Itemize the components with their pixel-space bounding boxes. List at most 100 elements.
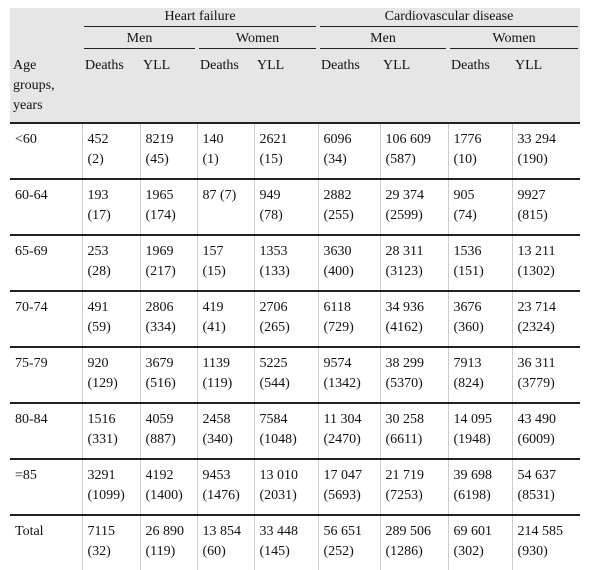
row-label: 65-69 xyxy=(10,234,82,291)
cell-line: (74) xyxy=(453,208,477,223)
measure-header: YLL xyxy=(512,52,580,123)
table-cell: 9927 (815) xyxy=(511,178,580,235)
cell-line: 30 258 xyxy=(385,412,425,427)
cell-line: 23 714 xyxy=(517,300,557,315)
cell-line: (78) xyxy=(259,208,283,223)
measure-row: Age groups, years Deaths YLL Deaths YLL Deat… xyxy=(10,52,580,123)
label-text: 70-74 xyxy=(15,300,48,315)
cell-line: (815) xyxy=(517,208,548,223)
cell-line: 214 585 xyxy=(517,524,564,539)
cell-line: (340) xyxy=(202,432,233,447)
cell-line: (1342) xyxy=(323,376,361,391)
cell-line: 2458 xyxy=(202,412,231,427)
blank xyxy=(10,28,82,52)
cell-line: (2324) xyxy=(517,320,555,335)
group-row: Heart failure Cardiovascular disease xyxy=(10,8,580,28)
cell-line: (32) xyxy=(87,544,111,559)
cell-line: (15) xyxy=(202,264,226,279)
table-row: =85 3291 (1099) 4192 (1400) 9453 (1476) 13 010 (… xyxy=(10,458,580,515)
measure-header: Deaths xyxy=(82,52,140,123)
cell-line: 2621 xyxy=(259,132,288,147)
table-cell: 30 258 (6611) xyxy=(379,402,448,459)
cell-line: 1353 xyxy=(259,244,288,259)
cell-line: (252) xyxy=(323,544,354,559)
cell-line: (15) xyxy=(259,152,283,167)
cell-line: (302) xyxy=(453,544,484,559)
data-table: Heart failure Cardiovascular disease Men… xyxy=(10,8,580,570)
cell-line: 1965 xyxy=(145,188,174,203)
cell-line: 1969 xyxy=(145,244,174,259)
cell-line: (1099) xyxy=(87,488,125,503)
cell-line: (331) xyxy=(87,432,118,447)
table-cell: 43 490 (6009) xyxy=(511,402,580,459)
cell-line: 34 936 xyxy=(385,300,425,315)
cell-line: (516) xyxy=(145,376,176,391)
row-label: 60-64 xyxy=(10,178,82,235)
cell-line: (6198) xyxy=(453,488,491,503)
cell-line: 69 601 xyxy=(453,524,493,539)
table-cell: 29 374 (2599) xyxy=(379,178,448,235)
cell-line: (887) xyxy=(145,432,176,447)
cell-line: 9927 xyxy=(517,188,546,203)
cell-line: (587) xyxy=(385,152,416,167)
cell-line: 21 719 xyxy=(385,468,425,483)
cell-line: (265) xyxy=(259,320,290,335)
cell-line: 5225 xyxy=(259,356,288,371)
cell-line: 1139 xyxy=(202,356,230,371)
cell-line: 29 374 xyxy=(385,188,425,203)
table-cell: 38 299 (5370) xyxy=(379,346,448,403)
cell-line: (190) xyxy=(517,152,548,167)
cell-line: (729) xyxy=(323,320,354,335)
cell-line: 3679 xyxy=(145,356,174,371)
cell-line: 3630 xyxy=(323,244,352,259)
cell-line: 1516 xyxy=(87,412,116,427)
cell-line: 6118 xyxy=(323,300,351,315)
cell-line: 106 609 xyxy=(385,132,432,147)
table-cell: 920 (129) xyxy=(81,346,140,403)
cell-line: (5693) xyxy=(323,488,361,503)
table-row: 75-79 920 (129) 3679 (516) 1139 (119) 5225 (544)… xyxy=(10,346,580,403)
blank xyxy=(10,8,82,28)
cell-line: (6611) xyxy=(385,432,423,447)
cell-line: 13 211 xyxy=(517,244,556,259)
table-cell: 36 311 (3779) xyxy=(511,346,580,403)
table-cell: 419 (41) xyxy=(196,290,254,347)
table-cell: 1776 (10) xyxy=(447,122,512,179)
table-cell: 1536 (151) xyxy=(447,234,512,291)
table-cell: 5225 (544) xyxy=(253,346,318,403)
table-row: Total 7115 (32) 26 890 (119) 13 854 (60) 33 448… xyxy=(10,514,580,570)
row-label: <60 xyxy=(10,122,82,179)
cell-line: (7253) xyxy=(385,488,423,503)
row-label: =85 xyxy=(10,458,82,515)
table-row: 60-64 193 (17) 1965 (174) 87 (7) 949 (78) 2882 (2… xyxy=(10,178,580,235)
table-cell: 21 719 (7253) xyxy=(379,458,448,515)
cell-line: 33 294 xyxy=(517,132,557,147)
table-cell: 9453 (1476) xyxy=(196,458,254,515)
row-label: 75-79 xyxy=(10,346,82,403)
cell-line: (1286) xyxy=(385,544,423,559)
table-cell: 28 311 (3123) xyxy=(379,234,448,291)
cell-line: 157 xyxy=(202,244,224,259)
table-cell: 193 (17) xyxy=(81,178,140,235)
cell-line: (129) xyxy=(87,376,118,391)
table-cell: 253 (28) xyxy=(81,234,140,291)
cell-line: (1302) xyxy=(517,264,555,279)
cell-line: 7115 xyxy=(87,524,115,539)
table-cell: 4059 (887) xyxy=(139,402,197,459)
table-cell: 1139 (119) xyxy=(196,346,254,403)
table-cell: 6096 (34) xyxy=(317,122,380,179)
table-body: <60 452 (2) 8219 (45) 140 (1) 2621 (15) 6096 (34) 1… xyxy=(10,122,580,570)
cell-line: 3676 xyxy=(453,300,482,315)
cell-line: 2706 xyxy=(259,300,288,315)
table-cell: 69 601 (302) xyxy=(447,514,512,570)
measure-header: Deaths xyxy=(318,52,380,123)
cell-line: (174) xyxy=(145,208,176,223)
table-cell: 491 (59) xyxy=(81,290,140,347)
cell-line: (400) xyxy=(323,264,354,279)
group-header: Heart failure xyxy=(82,8,318,28)
group-header: Cardiovascular disease xyxy=(318,8,580,28)
table-row: 80-84 1516 (331) 4059 (887) 2458 (340) 7584 (104… xyxy=(10,402,580,459)
cell-line: (59) xyxy=(87,320,111,335)
cell-line: 13 010 xyxy=(259,468,299,483)
cell-line: 920 xyxy=(87,356,109,371)
